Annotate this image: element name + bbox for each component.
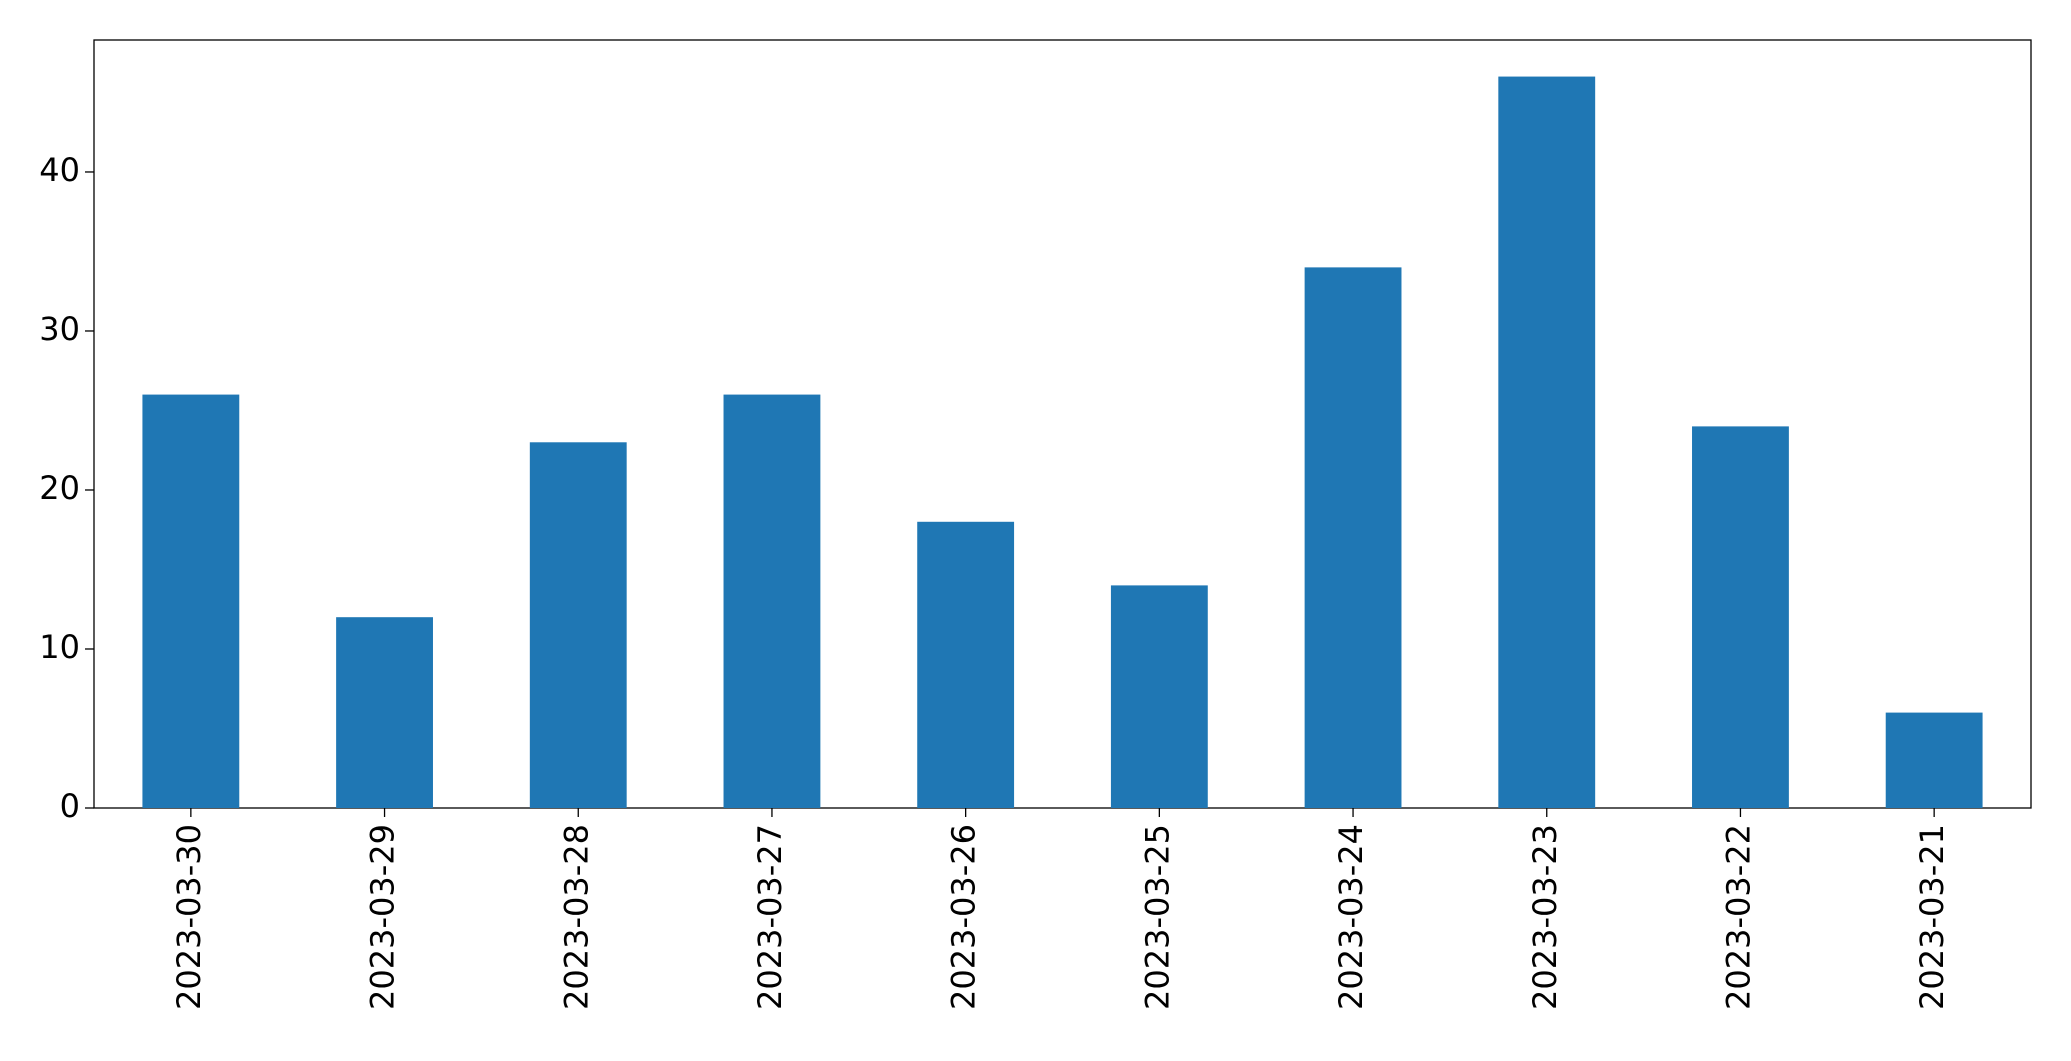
y-tick-label: 40 — [39, 151, 80, 189]
x-tick-label: 2023-03-27 — [751, 824, 789, 1010]
bar — [723, 394, 821, 808]
bar — [1885, 712, 1983, 808]
bar — [1692, 426, 1789, 808]
x-tick-label: 2023-03-23 — [1526, 824, 1564, 1010]
bar — [1304, 267, 1402, 808]
x-tick-label: 2023-03-24 — [1332, 824, 1370, 1010]
x-tick-label: 2023-03-25 — [1138, 824, 1176, 1010]
y-tick-label: 30 — [39, 310, 80, 348]
bar — [142, 394, 240, 808]
bar — [529, 442, 627, 808]
plot-frame — [93, 39, 2032, 809]
bar — [917, 521, 1015, 808]
y-tick-label: 10 — [39, 628, 80, 666]
x-tick-label: 2023-03-29 — [364, 824, 402, 1010]
bar — [336, 617, 433, 808]
x-tick-label: 2023-03-26 — [945, 824, 983, 1010]
x-tick-label: 2023-03-21 — [1913, 824, 1951, 1010]
y-tick-label: 0 — [60, 787, 80, 825]
y-tick-label: 20 — [39, 469, 80, 507]
bar — [1110, 585, 1208, 808]
x-tick-label: 2023-03-30 — [170, 824, 208, 1010]
x-tick-label: 2023-03-22 — [1719, 824, 1757, 1010]
x-tick-label: 2023-03-28 — [557, 824, 595, 1010]
bar — [1498, 76, 1596, 809]
